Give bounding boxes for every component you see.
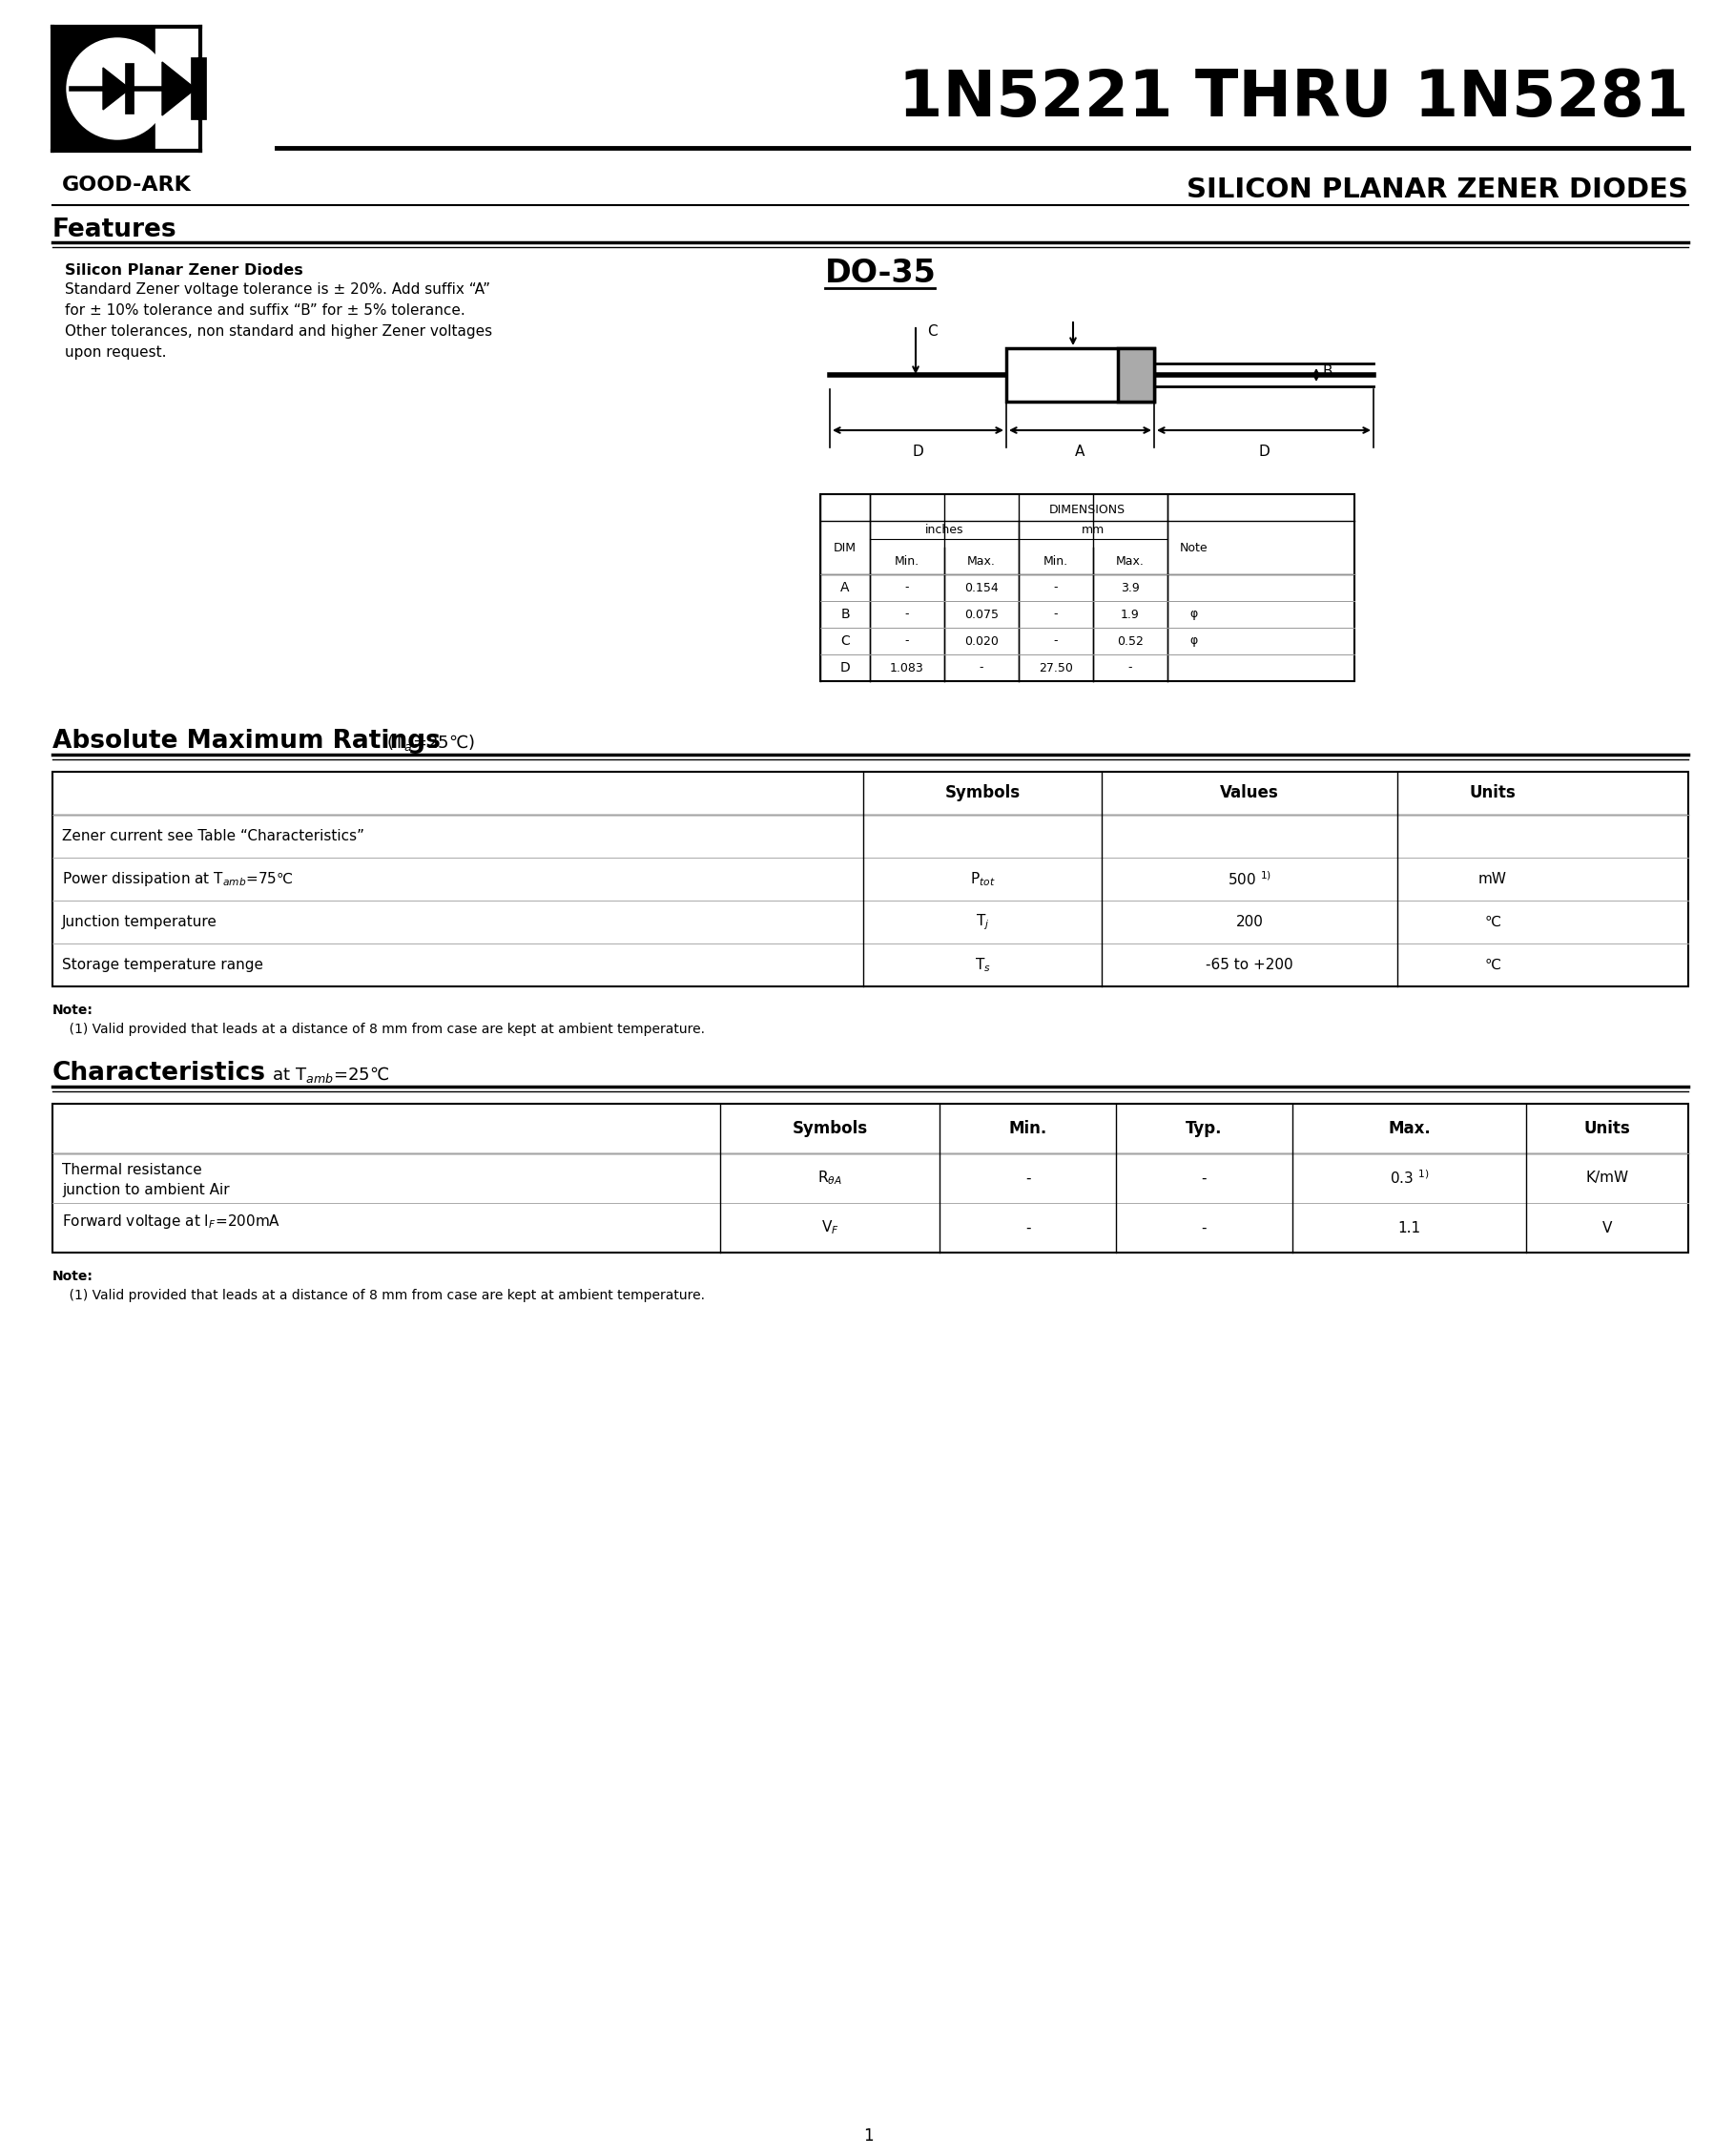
Text: DIMENSIONS: DIMENSIONS (1050, 502, 1126, 515)
Text: Min.: Min. (895, 554, 920, 567)
Text: 0.020: 0.020 (965, 634, 999, 647)
Text: 0.075: 0.075 (965, 608, 999, 621)
Bar (1006, 349, 1154, 401)
Text: -: - (1025, 1220, 1031, 1235)
Text: Junction temperature: Junction temperature (62, 914, 217, 929)
Text: Absolute Maximum Ratings: Absolute Maximum Ratings (52, 729, 441, 755)
Text: inches: inches (925, 524, 963, 537)
Text: for ± 10% tolerance and suffix “B” for ± 5% tolerance.: for ± 10% tolerance and suffix “B” for ±… (64, 304, 465, 317)
Text: D: D (1258, 444, 1270, 459)
Text: Max.: Max. (1388, 1119, 1431, 1136)
Text: -: - (979, 662, 984, 675)
Text: SILICON PLANAR ZENER DIODES: SILICON PLANAR ZENER DIODES (1187, 177, 1688, 203)
Bar (52, 772, 1688, 987)
Text: 1N5221 THRU 1N5281: 1N5221 THRU 1N5281 (899, 67, 1688, 129)
Text: A: A (840, 580, 850, 595)
Text: 3.9: 3.9 (1121, 582, 1140, 593)
Text: -: - (906, 582, 909, 593)
Text: 27.50: 27.50 (1039, 662, 1072, 675)
Text: T$_{s}$: T$_{s}$ (975, 955, 991, 975)
Text: Note:: Note: (52, 1270, 94, 1283)
Text: Power dissipation at T$_{amb}$=75℃: Power dissipation at T$_{amb}$=75℃ (62, 871, 293, 888)
Circle shape (66, 39, 168, 140)
Text: -65 to +200: -65 to +200 (1206, 957, 1293, 972)
Text: K/mW: K/mW (1586, 1171, 1629, 1186)
Bar (52, 1104, 1688, 1253)
Text: Min.: Min. (1008, 1119, 1046, 1136)
Text: ℃: ℃ (1485, 914, 1501, 929)
Text: -: - (906, 634, 909, 647)
Text: Other tolerances, non standard and higher Zener voltages: Other tolerances, non standard and highe… (64, 323, 493, 338)
Text: mW: mW (1478, 871, 1508, 886)
Text: Max.: Max. (966, 554, 996, 567)
Text: -: - (1053, 608, 1058, 621)
Text: Symbols: Symbols (793, 1119, 868, 1136)
Text: 500 $^{1)}$: 500 $^{1)}$ (1227, 871, 1272, 888)
Text: Typ.: Typ. (1185, 1119, 1223, 1136)
Text: Storage temperature range: Storage temperature range (62, 957, 264, 972)
Text: Standard Zener voltage tolerance is ± 20%. Add suffix “A”: Standard Zener voltage tolerance is ± 20… (64, 282, 491, 298)
Text: P$_{tot}$: P$_{tot}$ (970, 871, 996, 888)
Text: Values: Values (1220, 785, 1279, 802)
Text: 200: 200 (1235, 914, 1263, 929)
Text: 0.154: 0.154 (965, 582, 999, 593)
Bar (52, 26, 200, 151)
Text: 1.9: 1.9 (1121, 608, 1140, 621)
Text: -: - (906, 608, 909, 621)
Bar (1117, 349, 1154, 401)
Text: R$_{\theta A}$: R$_{\theta A}$ (817, 1169, 841, 1188)
Text: Units: Units (1470, 785, 1516, 802)
Text: Thermal resistance
junction to ambient Air: Thermal resistance junction to ambient A… (62, 1162, 229, 1197)
Text: Note: Note (1180, 541, 1208, 554)
Text: -: - (1053, 582, 1058, 593)
Text: (1) Valid provided that leads at a distance of 8 mm from case are kept at ambien: (1) Valid provided that leads at a dista… (52, 1289, 704, 1302)
Text: -: - (1202, 1171, 1208, 1186)
Text: 1.083: 1.083 (890, 662, 925, 675)
Text: Features: Features (52, 218, 177, 241)
Text: Silicon Planar Zener Diodes: Silicon Planar Zener Diodes (64, 263, 304, 278)
Text: DO-35: DO-35 (826, 257, 937, 289)
Text: upon request.: upon request. (64, 345, 167, 360)
Text: ℃: ℃ (1485, 957, 1501, 972)
Text: 0.3 $^{1)}$: 0.3 $^{1)}$ (1390, 1169, 1430, 1188)
Text: Units: Units (1584, 1119, 1631, 1136)
Text: Min.: Min. (1043, 554, 1069, 567)
Text: mm: mm (1081, 524, 1105, 537)
Text: -: - (1025, 1171, 1031, 1186)
Text: at T$_{amb}$=25℃: at T$_{amb}$=25℃ (267, 1065, 389, 1084)
Text: (T$_a$=25℃): (T$_a$=25℃) (382, 733, 475, 752)
Text: T$_{j}$: T$_{j}$ (975, 912, 989, 931)
Text: -: - (1202, 1220, 1208, 1235)
Text: φ: φ (1190, 608, 1197, 621)
Text: DIM: DIM (833, 541, 857, 554)
Text: V$_{F}$: V$_{F}$ (821, 1218, 838, 1238)
Polygon shape (102, 67, 130, 110)
Text: 1.1: 1.1 (1398, 1220, 1421, 1235)
Polygon shape (161, 63, 196, 116)
Text: A: A (1076, 444, 1084, 459)
Text: D: D (840, 662, 850, 675)
Text: -: - (1128, 662, 1133, 675)
Text: -: - (1053, 634, 1058, 647)
Text: C: C (926, 323, 937, 338)
Text: V: V (1601, 1220, 1612, 1235)
Text: 1: 1 (862, 2128, 873, 2145)
Text: D: D (913, 444, 923, 459)
Bar (821, 494, 1355, 681)
Text: Symbols: Symbols (944, 785, 1020, 802)
Bar (156, 26, 200, 151)
Text: GOOD-ARK: GOOD-ARK (62, 175, 191, 194)
Text: B: B (840, 608, 850, 621)
Text: C: C (840, 634, 850, 647)
Text: Zener current see Table “Characteristics”: Zener current see Table “Characteristics… (62, 830, 364, 843)
Text: 0.52: 0.52 (1117, 634, 1143, 647)
Text: Max.: Max. (1116, 554, 1145, 567)
Text: Forward voltage at I$_{F}$=200mA: Forward voltage at I$_{F}$=200mA (62, 1212, 281, 1231)
Text: Note:: Note: (52, 1003, 94, 1018)
Text: φ: φ (1190, 634, 1197, 647)
Text: Characteristics: Characteristics (52, 1061, 265, 1087)
Text: (1) Valid provided that leads at a distance of 8 mm from case are kept at ambien: (1) Valid provided that leads at a dista… (52, 1022, 704, 1037)
Text: B: B (1322, 364, 1332, 377)
